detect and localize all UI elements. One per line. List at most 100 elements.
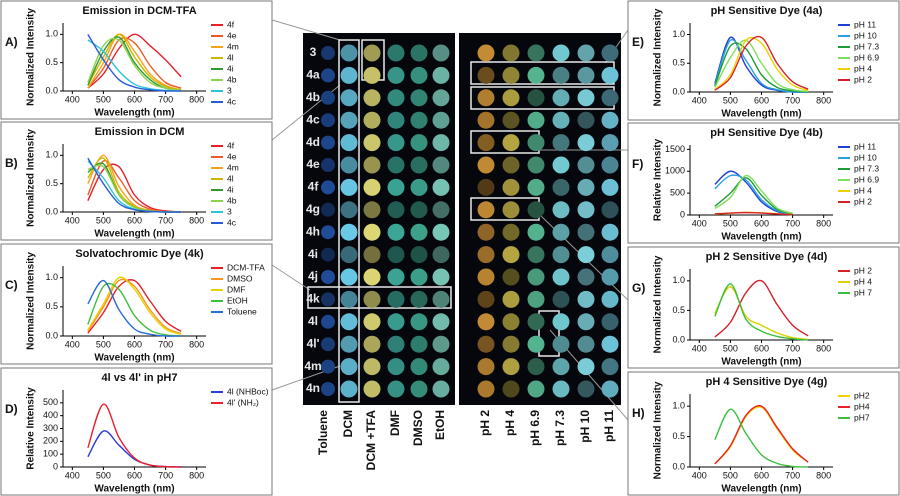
column-label: DCM bbox=[341, 410, 355, 437]
y-tick-label: 0.0 bbox=[672, 86, 685, 96]
well bbox=[363, 335, 381, 353]
well bbox=[527, 44, 545, 62]
well bbox=[502, 380, 520, 398]
well bbox=[477, 268, 495, 286]
spectrum-line bbox=[714, 279, 809, 338]
well bbox=[321, 90, 335, 105]
y-axis-label: Normalized Intensity bbox=[26, 252, 37, 350]
well bbox=[321, 225, 335, 240]
well bbox=[387, 178, 405, 196]
well bbox=[527, 111, 545, 129]
spectrum-line bbox=[87, 278, 182, 335]
column-label: pH 11 bbox=[602, 410, 616, 442]
x-axis-label: Wavelength (nm) bbox=[721, 109, 801, 120]
panel-frame bbox=[627, 122, 900, 244]
well bbox=[363, 89, 381, 107]
well bbox=[601, 313, 619, 331]
well bbox=[340, 290, 358, 308]
panel: D) 4l vs 4l' in pH7 Wavelength (nm) Relativ… bbox=[0, 367, 273, 496]
x-axis-label: Wavelength (nm) bbox=[94, 229, 174, 240]
well bbox=[552, 313, 570, 331]
x-tick-label: 800 bbox=[189, 470, 204, 480]
well bbox=[577, 89, 595, 107]
well bbox=[527, 335, 545, 353]
well bbox=[387, 290, 405, 308]
column-label: Toluene bbox=[316, 410, 330, 455]
well bbox=[321, 314, 335, 329]
well bbox=[601, 246, 619, 264]
y-tick-label: 500 bbox=[670, 188, 685, 198]
well bbox=[363, 66, 381, 84]
legend-label: pH 11 bbox=[854, 19, 876, 29]
well bbox=[527, 290, 545, 308]
x-tick-label: 400 bbox=[692, 218, 707, 228]
legend-label: 4m bbox=[227, 41, 239, 51]
well bbox=[387, 134, 405, 152]
well bbox=[477, 66, 495, 84]
y-tick-label: 0.5 bbox=[45, 57, 58, 67]
column-label: DCM +TFA bbox=[364, 410, 378, 471]
panel-label: G) bbox=[632, 281, 645, 295]
panel: F) pH Sensitive Dye (4b) Wavelength (nm) Re… bbox=[627, 122, 900, 244]
legend-label: 3 bbox=[227, 85, 232, 95]
well bbox=[387, 44, 405, 62]
well bbox=[387, 380, 405, 398]
well bbox=[410, 290, 428, 308]
well bbox=[321, 359, 335, 374]
y-tick-label: 0.0 bbox=[672, 334, 685, 344]
legend-label: pH2 bbox=[854, 390, 870, 400]
well bbox=[387, 268, 405, 286]
well bbox=[477, 358, 495, 376]
legend-label: 4m bbox=[227, 162, 239, 172]
spectrum-line bbox=[714, 38, 809, 93]
legend-label: 4b bbox=[227, 195, 237, 205]
panel-label: A) bbox=[5, 35, 18, 49]
x-tick-label: 800 bbox=[816, 470, 831, 480]
x-tick-label: 800 bbox=[816, 95, 831, 105]
x-axis-label: Wavelength (nm) bbox=[721, 232, 801, 243]
well bbox=[321, 180, 335, 195]
y-tick-label: 1.0 bbox=[672, 29, 685, 39]
well bbox=[552, 335, 570, 353]
well bbox=[432, 156, 450, 174]
well bbox=[502, 335, 520, 353]
well bbox=[477, 380, 495, 398]
well bbox=[527, 134, 545, 152]
well bbox=[387, 111, 405, 129]
spectrum-line bbox=[87, 279, 182, 334]
y-tick-label: 0.0 bbox=[672, 461, 685, 471]
y-tick-label: 1.0 bbox=[45, 150, 58, 160]
x-tick-label: 400 bbox=[65, 94, 80, 104]
legend-label: 4l bbox=[227, 52, 234, 62]
well bbox=[432, 358, 450, 376]
legend-label: pH 6.9 bbox=[854, 174, 879, 184]
row-label: 4j bbox=[308, 269, 318, 283]
legend-label: 4e bbox=[227, 30, 237, 40]
legend-label: 4l' (NH₂) bbox=[227, 397, 259, 407]
well bbox=[363, 290, 381, 308]
panel-label: B) bbox=[5, 156, 18, 170]
well bbox=[577, 358, 595, 376]
well bbox=[527, 313, 545, 331]
legend-label: DMSO bbox=[227, 273, 253, 283]
legend-label: EtOH bbox=[227, 295, 248, 305]
x-tick-label: 400 bbox=[65, 215, 80, 225]
row-label: 4h bbox=[306, 224, 320, 238]
well bbox=[601, 156, 619, 174]
well bbox=[477, 290, 495, 308]
well bbox=[601, 380, 619, 398]
well bbox=[387, 201, 405, 219]
well bbox=[502, 358, 520, 376]
column-label: pH 2 bbox=[478, 410, 492, 436]
x-tick-label: 600 bbox=[754, 343, 769, 353]
well bbox=[321, 202, 335, 217]
well bbox=[410, 268, 428, 286]
well bbox=[410, 89, 428, 107]
column-label: DMF bbox=[388, 410, 402, 436]
panel-label: D) bbox=[5, 402, 18, 416]
well bbox=[552, 246, 570, 264]
x-tick-label: 500 bbox=[96, 94, 111, 104]
spectrum-line bbox=[714, 408, 809, 468]
spectrum-line bbox=[714, 174, 793, 214]
well bbox=[363, 178, 381, 196]
